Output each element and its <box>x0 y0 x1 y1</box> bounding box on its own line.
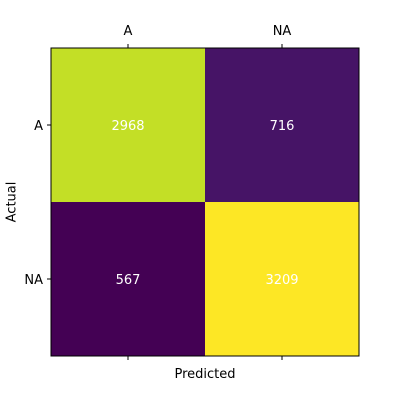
heatmap-cell-1-0 <box>51 202 205 356</box>
x-tick-label-0: A <box>124 24 133 39</box>
plot-frame <box>50 47 360 357</box>
cell-value-label-0-1: 716 <box>270 119 295 134</box>
y-tick-label-0: A <box>34 119 43 134</box>
heatmap-cell-0-1 <box>205 48 359 202</box>
axis-tick-labels: A NA A NA <box>24 24 291 288</box>
x-axis-label: Predicted <box>174 367 235 382</box>
heatmap-cell-1-1 <box>205 202 359 356</box>
y-axis-label: Actual <box>5 182 20 223</box>
y-tick-label-1: NA <box>24 273 43 288</box>
axis-ticks <box>47 44 283 360</box>
cell-value-label-1-1: 3209 <box>265 273 298 288</box>
x-tick-label-1: NA <box>273 24 292 39</box>
heatmap-cell-0-0 <box>51 48 205 202</box>
cell-value-labels: 2968 716 567 3209 <box>111 119 298 288</box>
cell-value-label-0-0: 2968 <box>111 119 144 134</box>
cell-value-label-1-0: 567 <box>116 273 141 288</box>
heatmap-cells <box>51 48 359 356</box>
